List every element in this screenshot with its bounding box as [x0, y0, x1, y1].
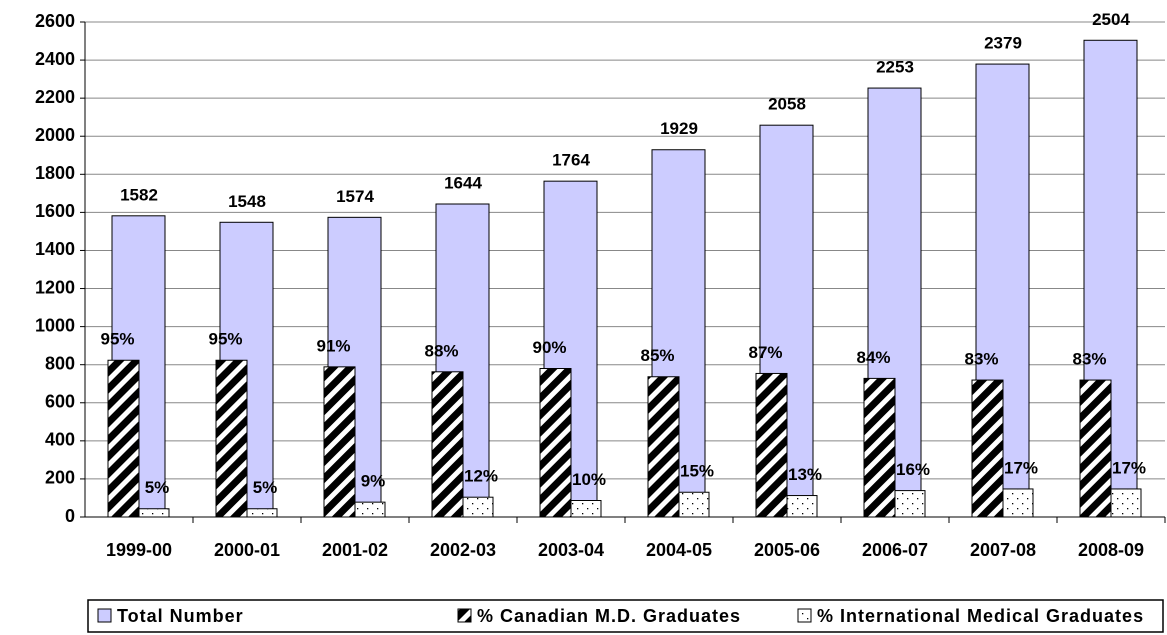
x-tick-label: 2008-09	[1078, 540, 1144, 560]
bar	[1110, 488, 1142, 518]
value-label: 10%	[572, 470, 606, 489]
bar	[107, 359, 140, 518]
x-tick-label: 1999-00	[106, 540, 172, 560]
y-tick-label: 2600	[35, 11, 75, 31]
value-label: 95%	[208, 330, 242, 349]
value-label: 17%	[1004, 458, 1038, 477]
x-tick-label: 2007-08	[970, 540, 1036, 560]
bar	[138, 508, 170, 518]
legend-label: % International Medical Graduates	[817, 606, 1144, 626]
bar	[863, 377, 896, 518]
value-label: 90%	[532, 338, 566, 357]
bar	[755, 372, 788, 518]
value-label: 5%	[253, 478, 278, 497]
value-label: 1764	[552, 151, 590, 170]
value-label: 15%	[680, 462, 714, 481]
value-label: 12%	[464, 467, 498, 486]
x-tick-label: 2001-02	[322, 540, 388, 560]
value-label: 85%	[640, 346, 674, 365]
x-tick-label: 2000-01	[214, 540, 280, 560]
bar	[539, 368, 572, 518]
value-label: 9%	[361, 472, 386, 491]
value-label: 13%	[788, 465, 822, 484]
legend-label: Total Number	[117, 606, 244, 626]
y-tick-label: 0	[65, 506, 75, 526]
y-tick-label: 200	[45, 468, 75, 488]
value-label: 1574	[336, 187, 374, 206]
x-tick-label: 2005-06	[754, 540, 820, 560]
y-tick-label: 2400	[35, 49, 75, 69]
bar	[647, 376, 680, 518]
bar	[246, 508, 278, 518]
value-label: 1548	[228, 192, 266, 211]
value-label: 2253	[876, 58, 914, 77]
y-tick-label: 1000	[35, 315, 75, 335]
y-tick-label: 800	[45, 353, 75, 373]
legend-swatch	[457, 608, 472, 623]
value-label: 5%	[145, 478, 170, 497]
value-label: 17%	[1112, 458, 1146, 477]
x-tick-label: 2004-05	[646, 540, 712, 560]
value-label: 2504	[1092, 10, 1130, 29]
bar	[1002, 488, 1034, 518]
y-tick-label: 2000	[35, 125, 75, 145]
value-label: 2379	[984, 34, 1022, 53]
bar	[570, 500, 602, 518]
y-tick-label: 2200	[35, 87, 75, 107]
x-tick-label: 2003-04	[538, 540, 604, 560]
bar	[894, 490, 926, 518]
y-tick-label: 1800	[35, 163, 75, 183]
value-label: 83%	[1072, 350, 1106, 369]
value-label: 95%	[100, 330, 134, 349]
bar	[971, 379, 1004, 518]
value-label: 16%	[896, 460, 930, 479]
y-tick-label: 1400	[35, 239, 75, 259]
value-label: 87%	[748, 343, 782, 362]
legend-swatch	[797, 608, 812, 623]
value-label: 2058	[768, 95, 806, 114]
bar	[354, 501, 386, 518]
value-label: 83%	[964, 350, 998, 369]
x-tick-label: 2006-07	[862, 540, 928, 560]
bar	[1079, 379, 1112, 518]
bar	[215, 359, 248, 518]
value-label: 91%	[316, 336, 350, 355]
y-tick-label: 400	[45, 430, 75, 450]
value-label: 84%	[856, 348, 890, 367]
value-label: 1644	[444, 173, 482, 192]
legend-label: % Canadian M.D. Graduates	[477, 606, 741, 626]
x-tick-label: 2002-03	[430, 540, 496, 560]
y-tick-label: 1200	[35, 277, 75, 297]
legend-box	[87, 599, 1164, 633]
value-label: 1582	[120, 185, 158, 204]
bar	[462, 496, 494, 518]
bar	[786, 495, 818, 518]
value-label: 1929	[660, 119, 698, 138]
bar	[323, 366, 356, 518]
value-label: 88%	[424, 341, 458, 360]
legend-swatch	[97, 608, 112, 623]
bar	[431, 371, 464, 518]
bar	[678, 491, 710, 518]
y-tick-label: 600	[45, 392, 75, 412]
y-tick-label: 1600	[35, 201, 75, 221]
